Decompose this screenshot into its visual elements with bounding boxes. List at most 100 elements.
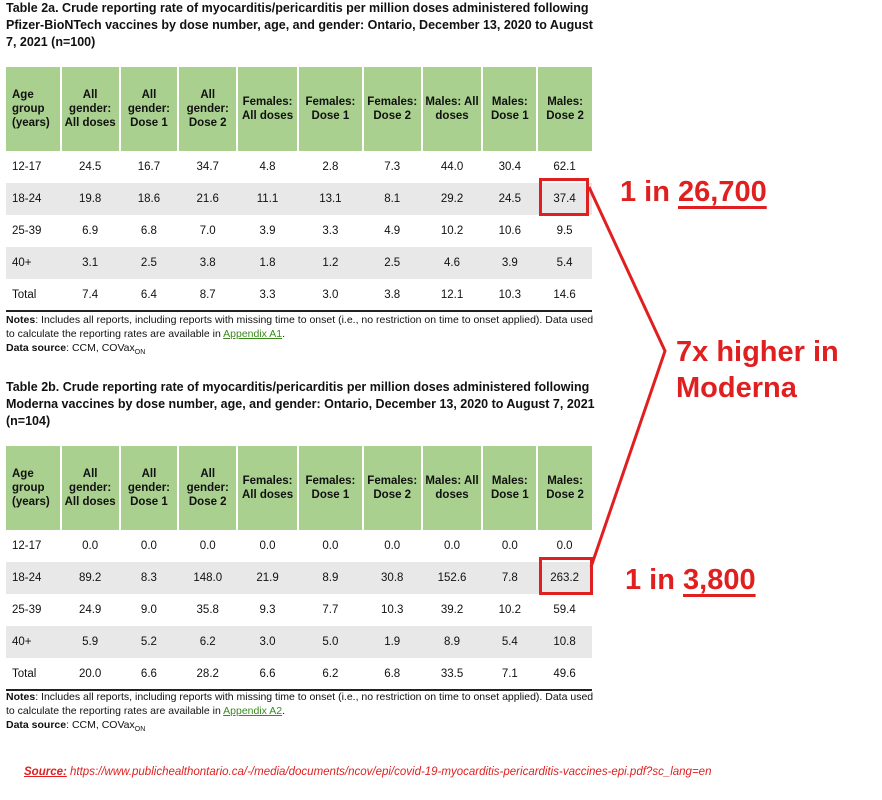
column-header: Females: All doses <box>236 67 298 151</box>
value-cell: 6.8 <box>362 658 422 691</box>
value-cell: 28.2 <box>178 658 238 691</box>
value-cell: 3.9 <box>482 247 538 279</box>
table-row: 18-24 19.8 18.6 21.6 11.1 13.1 8.1 29.2 24.5 37.4 <box>6 183 592 215</box>
source-label: Source: <box>24 766 67 778</box>
value-cell: 0.0 <box>259 540 276 552</box>
table-2a-caption: Table 2a. Crude reporting rate of myocar… <box>6 1 593 49</box>
data-source-label: Data source <box>6 719 67 731</box>
table-2a: Age group (years) All gender: All doses Al… <box>6 67 592 312</box>
source-citation: Source: https://www.publichealthontario.… <box>24 766 711 778</box>
value-cell: 6.9 <box>82 225 99 237</box>
value-cell: 35.8 <box>196 604 219 616</box>
value-cell: 0.0 <box>384 540 401 552</box>
ratio-prefix: 1 in <box>625 564 684 596</box>
notes-label: Notes <box>6 314 36 326</box>
value-cell: 4.8 <box>259 161 276 173</box>
column-header: All gender: Dose 2 <box>177 446 238 530</box>
notes-end: . <box>282 705 286 717</box>
value-cell: 8.1 <box>362 183 422 215</box>
table-row: 12-17 24.5 16.7 34.7 4.8 2.8 7.3 44.0 30.4 62.1 <box>6 151 592 183</box>
value-cell: 0.0 <box>82 540 99 552</box>
value-cell: 19.8 <box>60 183 120 215</box>
value-cell: 5.0 <box>297 626 363 658</box>
value-cell: 8.3 <box>119 562 179 594</box>
table-row: 12-17 0.0 0.0 0.0 0.0 0.0 0.0 0.0 0.0 0.0 <box>6 530 592 562</box>
value-cell: 1.2 <box>297 247 363 279</box>
value-cell: 3.1 <box>60 247 120 279</box>
column-header: Age group (years) <box>6 446 61 530</box>
value-cell: 89.2 <box>60 562 120 594</box>
data-source-sub: ON <box>134 349 146 357</box>
value-cell: 3.8 <box>362 279 422 312</box>
ratio-number: 3,800 <box>683 564 756 596</box>
notes-label: Notes <box>6 691 36 703</box>
value-cell: 10.2 <box>498 604 522 616</box>
value-cell: 9.5 <box>556 225 573 237</box>
column-header: Males: Dose 2 <box>536 446 592 530</box>
value-cell: 5.9 <box>60 626 120 658</box>
data-source-label: Data source <box>6 342 67 354</box>
table-row: Total 20.0 6.6 28.2 6.6 6.2 6.8 33.5 7.1 49.6 <box>6 658 592 691</box>
table-2a-notes: Notes: Includes all reports, including r… <box>6 313 596 360</box>
column-header: Age group (years) <box>6 67 61 151</box>
column-header: Females: Dose 2 <box>361 67 422 151</box>
column-header: Males: All doses <box>420 446 483 530</box>
value-cell: 1.9 <box>362 626 422 658</box>
value-cell: 5.4 <box>537 247 592 279</box>
value-cell: 0.0 <box>501 540 518 552</box>
value-cell: 10.3 <box>482 279 538 312</box>
value-cell: 4.6 <box>421 247 483 279</box>
value-cell: 24.5 <box>78 161 102 173</box>
value-cell: 39.2 <box>440 604 464 616</box>
column-header: All gender: All doses <box>59 67 120 151</box>
value-cell: 29.2 <box>421 183 483 215</box>
value-cell: 8.9 <box>297 562 363 594</box>
table-row: 40+ 3.1 2.5 3.8 1.8 1.2 2.5 4.6 3.9 5.4 <box>6 247 592 279</box>
table-row: 18-24 89.2 8.3 148.0 21.9 8.9 30.8 152.6 7.8 263.… <box>6 562 592 594</box>
value-cell: 62.1 <box>553 161 576 173</box>
row-label-cell: 40+ <box>6 626 61 658</box>
value-cell: 6.2 <box>297 658 363 691</box>
ratio-number: 26,700 <box>678 176 767 208</box>
table-2b-notes: Notes: Includes all reports, including r… <box>6 690 596 737</box>
value-cell: 37.4 <box>537 183 592 215</box>
value-cell: 24.5 <box>482 183 538 215</box>
notes-text: : Includes all reports, including report… <box>6 314 594 340</box>
value-cell: 3.3 <box>237 279 298 312</box>
value-cell: 44.0 <box>440 161 464 173</box>
appendix-a2-link[interactable]: Appendix A2 <box>223 705 283 717</box>
value-cell: 6.4 <box>119 279 179 312</box>
value-cell: 2.5 <box>362 247 422 279</box>
value-cell: 30.8 <box>362 562 422 594</box>
comparison-callout: 7x higher in Moderna <box>676 334 839 406</box>
data-source-text: : CCM, COVax <box>66 342 135 354</box>
column-header: Females: All doses <box>236 446 298 530</box>
row-label-cell: 40+ <box>6 247 61 279</box>
value-cell: 152.6 <box>421 562 483 594</box>
column-header: All gender: All doses <box>59 446 120 530</box>
value-cell: 0.0 <box>322 540 339 552</box>
pfizer-highlight-box <box>539 178 589 216</box>
value-cell: 10.3 <box>381 604 404 616</box>
value-cell: 49.6 <box>537 658 592 691</box>
value-cell: 9.0 <box>140 604 157 616</box>
row-label-cell: Total <box>6 279 61 312</box>
source-url[interactable]: https://www.publichealthontario.ca/-/med… <box>66 766 712 778</box>
table-header-row: Age group (years) All gender: All doses Al… <box>6 446 592 530</box>
value-cell: 20.0 <box>60 658 120 691</box>
appendix-a1-link[interactable]: Appendix A1 <box>223 328 283 340</box>
value-cell: 18.6 <box>119 183 179 215</box>
row-label-cell: 25-39 <box>12 225 42 237</box>
value-cell: 12.1 <box>421 279 483 312</box>
row-label-cell: 12-17 <box>12 540 42 552</box>
value-cell: 30.4 <box>498 161 522 173</box>
column-header: Females: Dose 1 <box>296 446 363 530</box>
value-cell: 5.2 <box>119 626 179 658</box>
table-row: 25-39 24.9 9.0 35.8 9.3 7.7 10.3 39.2 10.2 59.4 <box>6 594 592 626</box>
value-cell: 0.0 <box>556 540 573 552</box>
value-cell: 7.4 <box>60 279 120 312</box>
value-cell: 3.3 <box>322 225 339 237</box>
value-cell: 59.4 <box>553 604 576 616</box>
value-cell: 9.3 <box>259 604 276 616</box>
